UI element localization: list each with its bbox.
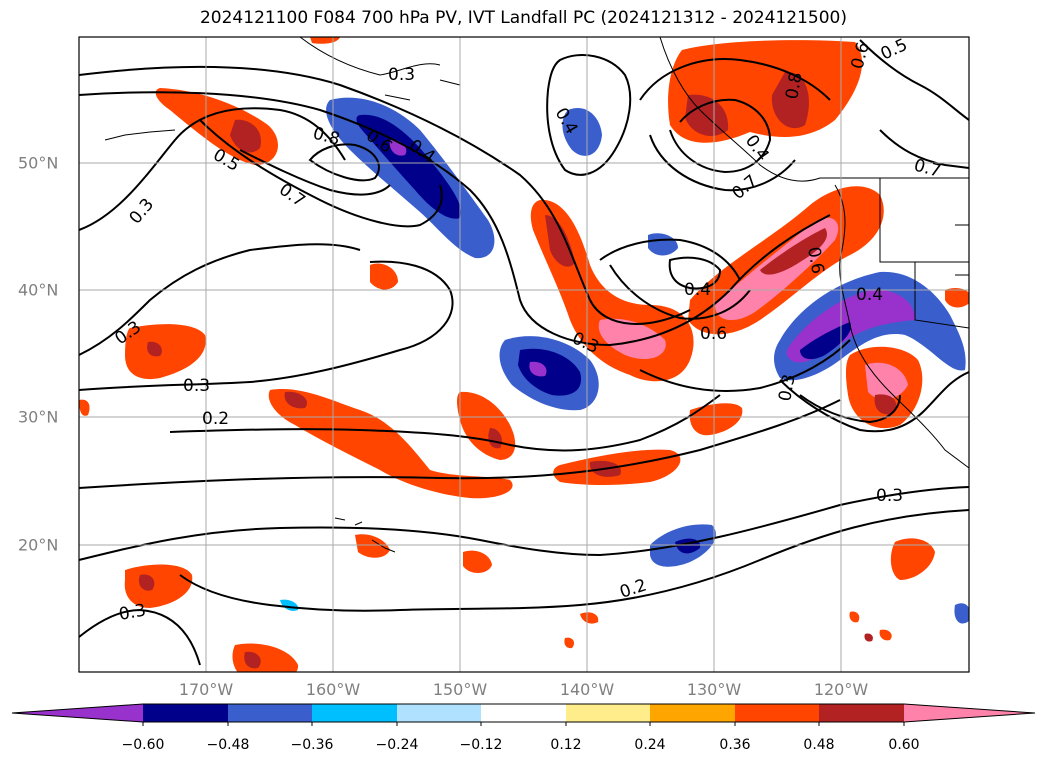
lon-label: 170°W (178, 680, 234, 699)
lon-label: 120°W (813, 680, 869, 699)
contour-label: 0.3 (876, 486, 903, 506)
colorbar-low-extend (12, 704, 143, 722)
map-frame (78, 36, 970, 673)
colorbar-tick-label: 0.60 (888, 737, 920, 753)
colorbar-high-extend (904, 704, 1035, 722)
colorbar-tick-label: 0.48 (803, 737, 835, 753)
lat-label: 20°N (18, 535, 59, 555)
lat-label: 30°N (18, 407, 59, 427)
contour-label: 0.3 (117, 601, 147, 625)
contour-label: 0.6 (803, 245, 827, 275)
colorbar (11, 703, 1036, 726)
colorbar-tick-label: −0.48 (206, 737, 250, 753)
lon-label: 130°W (686, 680, 742, 699)
colorbar-bin (228, 704, 312, 722)
lat-label: 40°N (18, 280, 59, 300)
colorbar-bin (143, 704, 228, 722)
contour-label: 0.3 (183, 376, 210, 396)
lon-label: 150°W (432, 680, 488, 699)
colorbar-bin (481, 704, 566, 722)
contour-label: 0.8 (782, 71, 806, 101)
colorbar-tick-label: −0.36 (290, 737, 334, 753)
lat-label: 50°N (18, 153, 59, 173)
graticule (79, 37, 969, 672)
colorbar-bin (397, 704, 481, 722)
colorbar-tick-label: 0.24 (634, 737, 666, 753)
lon-label: 140°W (559, 680, 615, 699)
map-title: 2024121100 F084 700 hPa PV, IVT Landfall… (199, 8, 847, 28)
lon-label: 160°W (305, 680, 361, 699)
contour-label: 0.2 (202, 409, 229, 429)
contour-label: 0.4 (684, 280, 711, 300)
colorbar-tick-label: 0.12 (550, 737, 582, 753)
colorbar-bin (819, 704, 904, 722)
colorbar-tick-label: −0.24 (375, 737, 419, 753)
colorbar-tick-label: −0.12 (459, 737, 503, 753)
colorbar-tick-label: 0.36 (719, 737, 751, 753)
colorbar-bin (650, 704, 735, 722)
colorbar-bin (566, 704, 650, 722)
contour-label: 0.6 (700, 324, 727, 344)
contour-label: 0.3 (775, 373, 799, 403)
pv-ivt-map: 0.8 0.6 0.4 0.7 0.5 0.3 0.4 0.8 0.6 0.5 … (78, 36, 970, 673)
coastlines (104, 37, 969, 553)
colorbar-bin (312, 704, 397, 722)
negative-anomaly-shading (280, 97, 969, 624)
colorbar-bin (735, 704, 819, 722)
contour-label: 0.3 (388, 65, 415, 85)
colorbar-tick-label: −0.60 (121, 737, 165, 753)
contour-label: 0.4 (856, 285, 883, 305)
